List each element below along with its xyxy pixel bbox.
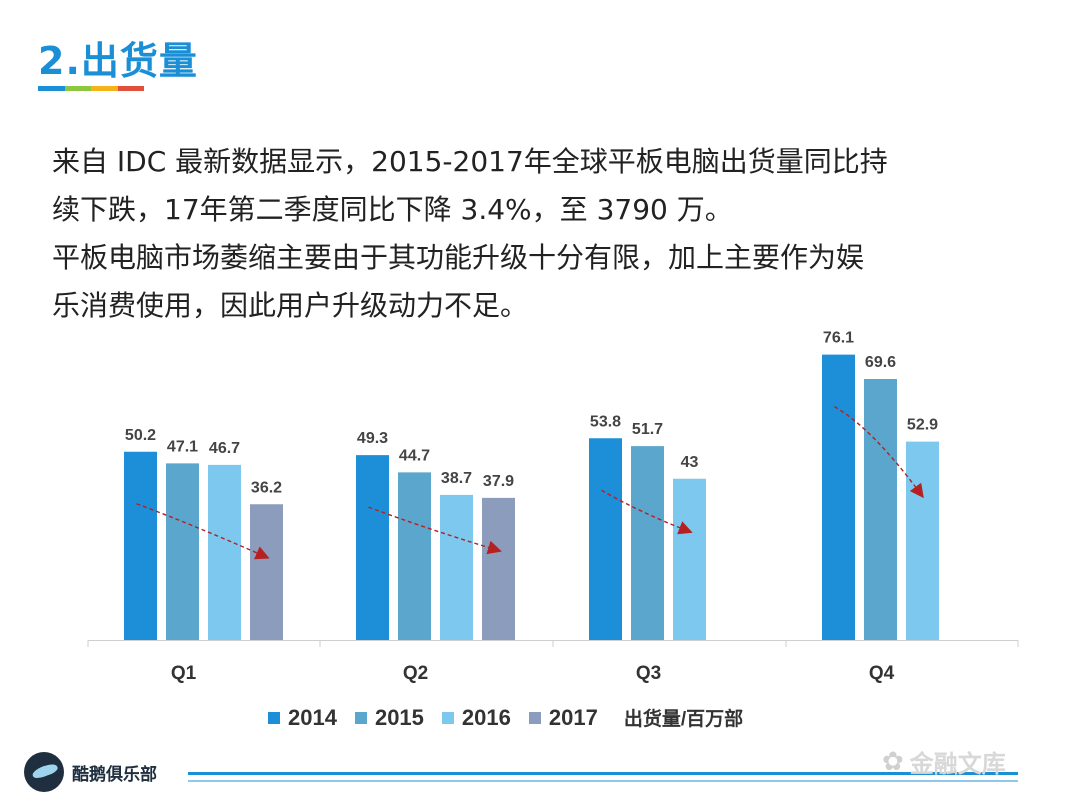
category-label: Q4	[869, 663, 895, 684]
footer-divider	[188, 772, 1018, 782]
bar-2017-Q1	[250, 504, 283, 640]
category-label: Q1	[171, 663, 197, 684]
data-label: 69.6	[865, 354, 896, 371]
trend-arrow	[601, 489, 693, 535]
trend-arrow	[834, 406, 924, 499]
bar-2016-Q3	[673, 478, 706, 640]
bar-2016-Q4	[906, 441, 939, 640]
unit-label: 出货量/百万部	[623, 709, 744, 730]
data-label: 44.7	[399, 447, 430, 464]
description-text: 来自 IDC 最新数据显示，2015-2017年全球平板电脑出货量同比持 续下跌…	[52, 138, 1042, 330]
category-label: Q2	[403, 663, 428, 684]
bar-2015-Q4	[864, 379, 897, 640]
data-label: 47.1	[167, 438, 198, 455]
bar-2014-Q3	[589, 438, 622, 640]
bar-2015-Q1	[166, 463, 199, 640]
title-underline	[38, 86, 144, 91]
trend-arrow	[136, 503, 270, 560]
category-label: Q3	[636, 663, 661, 684]
data-label: 76.1	[823, 330, 854, 347]
data-label: 38.7	[441, 470, 472, 487]
data-label: 52.9	[907, 417, 938, 434]
legend-label: 2014	[288, 704, 337, 730]
logo-text: 酷鹅俱乐部	[72, 764, 157, 785]
legend-item-2017: 2017	[528, 704, 598, 731]
bar-2017-Q2	[482, 497, 515, 640]
penguin-logo-icon	[24, 752, 64, 792]
bar-2014-Q4	[822, 354, 855, 640]
description-line: 乐消费使用，因此用户升级动力不足。	[52, 289, 529, 322]
shipment-bar-chart: 50.2 47.1 46.7 36.2 Q1 49.3 44.7 38.7 37.9 Q2 53.8…	[87, 330, 1019, 684]
data-label: 43	[681, 454, 699, 471]
bar-2016-Q1	[208, 464, 241, 640]
description-line: 来自 IDC 最新数据显示，2015-2017年全球平板电脑出货量同比持	[52, 145, 888, 178]
legend-item-2016: 2016	[441, 704, 511, 731]
legend-label: 2016	[461, 704, 511, 730]
legend-label: 2015	[374, 704, 424, 730]
legend-swatch	[441, 711, 454, 724]
description-line: 平板电脑市场萎缩主要由于其功能升级十分有限，加上主要作为娱	[52, 241, 865, 274]
data-label: 46.7	[209, 440, 240, 457]
trend-arrow	[368, 506, 502, 555]
chart-legend: 2014 2015 2016 2017 出货量/百万部	[268, 704, 743, 731]
data-label: 50.2	[125, 427, 156, 444]
data-label: 51.7	[632, 421, 663, 438]
legend-swatch	[354, 711, 367, 724]
underline-segment	[64, 86, 91, 91]
bar-2014-Q2	[356, 455, 389, 640]
page-title: 2.出货量	[38, 39, 198, 83]
data-label: 49.3	[357, 430, 388, 447]
bar-2014-Q1	[124, 451, 157, 640]
legend-swatch	[528, 711, 541, 724]
watermark: ✿ 金融文库	[882, 744, 1006, 779]
bar-2015-Q2	[398, 472, 431, 640]
legend-item-2014: 2014	[268, 705, 337, 731]
underline-segment	[38, 86, 65, 91]
legend-item-2015: 2015	[354, 704, 424, 731]
description-line: 续下跌，17年第二季度同比下降 3.4%，至 3790 万。	[52, 193, 733, 226]
legend-swatch	[268, 711, 280, 724]
wechat-icon: ✿	[882, 746, 904, 777]
data-label: 37.9	[483, 473, 514, 490]
club-logo: 酷鹅俱乐部	[24, 752, 157, 792]
watermark-text: 金融文库	[909, 750, 1006, 778]
underline-segment	[117, 86, 144, 91]
bar-2015-Q3	[631, 446, 664, 640]
legend-label: 2017	[548, 704, 598, 730]
bar-2016-Q2	[440, 494, 473, 640]
data-label: 36.2	[251, 479, 282, 496]
data-label: 53.8	[590, 413, 621, 430]
underline-segment	[91, 86, 118, 91]
